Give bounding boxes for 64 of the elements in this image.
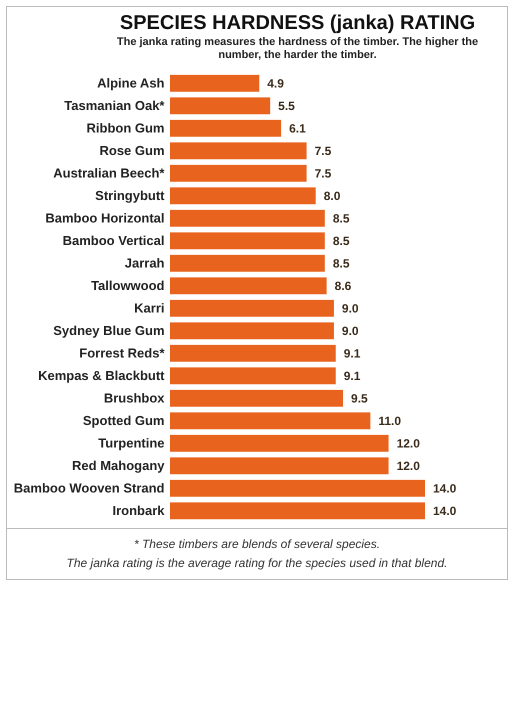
bar bbox=[170, 344, 336, 362]
bar bbox=[170, 142, 307, 160]
data-label: 12.0 bbox=[396, 436, 420, 450]
data-label: 9.0 bbox=[342, 301, 359, 316]
bar bbox=[170, 232, 325, 250]
bar bbox=[170, 97, 270, 114]
y-tick-label: Jarrah bbox=[124, 255, 165, 270]
y-tick-label: Sydney Blue Gum bbox=[53, 322, 164, 338]
bar bbox=[170, 390, 344, 407]
y-tick-label: Ribbon Gum bbox=[86, 120, 164, 136]
data-label: 12.0 bbox=[396, 458, 420, 473]
bar bbox=[170, 480, 425, 497]
bar bbox=[170, 412, 370, 430]
data-label: 11.0 bbox=[378, 414, 402, 428]
bar bbox=[170, 457, 389, 474]
data-label: 9.1 bbox=[344, 346, 361, 360]
data-label: 6.1 bbox=[289, 121, 306, 136]
y-tick-label: Karri bbox=[134, 300, 164, 316]
bar bbox=[170, 164, 307, 182]
data-label: 5.5 bbox=[278, 98, 296, 113]
data-label: 8.5 bbox=[332, 234, 350, 248]
bar bbox=[170, 434, 389, 452]
y-tick-label: Rose Gum bbox=[99, 142, 164, 158]
data-label: 9.0 bbox=[342, 324, 359, 338]
y-tick-label: Spotted Gum bbox=[82, 412, 164, 428]
data-label: 9.1 bbox=[344, 368, 361, 383]
bar bbox=[170, 502, 425, 520]
bar bbox=[170, 367, 336, 384]
data-label: 8.6 bbox=[334, 278, 352, 293]
chart-subtitle: The janka rating measures the hardness of the timber. The higher the number, the harder the timber. bbox=[116, 36, 478, 61]
y-tick-label: Alpine Ash bbox=[97, 75, 165, 90]
bar bbox=[170, 210, 325, 227]
bar bbox=[170, 187, 316, 204]
data-label: 4.9 bbox=[267, 76, 284, 90]
y-tick-label: Red Mahogany bbox=[72, 458, 166, 473]
y-tick-label: Australian Beech* bbox=[53, 165, 166, 180]
text: * These timbers are blends of several species. bbox=[132, 536, 382, 553]
data-label: 7.5 bbox=[314, 166, 332, 180]
data-label: 8.5 bbox=[332, 256, 350, 270]
y-tick-label: Tallowwood bbox=[91, 278, 165, 293]
data-label: 14.0 bbox=[433, 504, 457, 518]
data-label: 8.5 bbox=[332, 211, 350, 226]
y-tick-label: Tasmanian Oak* bbox=[64, 98, 166, 113]
text: The janka rating is the average rating for the species used in that blend. bbox=[66, 555, 448, 572]
y-tick-label: Stringybutt bbox=[95, 188, 166, 203]
y-tick-label: Kempas & Blackbutt bbox=[38, 368, 166, 383]
y-tick-label: Forrest Reds* bbox=[79, 345, 166, 360]
bar bbox=[170, 74, 260, 92]
data-label: 14.0 bbox=[433, 481, 457, 496]
bar bbox=[170, 300, 334, 317]
y-tick-label: Bamboo Vertical bbox=[62, 232, 164, 248]
y-tick-label: Bamboo Wooven Strand bbox=[14, 480, 165, 496]
y-tick-label: Bamboo Horizontal bbox=[45, 210, 164, 226]
data-label: 7.5 bbox=[314, 144, 332, 158]
bar bbox=[170, 254, 325, 272]
y-tick-label: Brushbox bbox=[104, 390, 166, 406]
data-label: 9.5 bbox=[351, 391, 368, 406]
data-label: 8.0 bbox=[324, 188, 341, 203]
bar bbox=[170, 277, 327, 294]
y-tick-label: Turpentine bbox=[98, 435, 164, 450]
bar bbox=[170, 322, 334, 340]
chart-title: SPECIES HARDNESS (janka) RATING bbox=[120, 12, 476, 34]
y-tick-label: Ironbark bbox=[112, 502, 166, 518]
bar bbox=[170, 120, 282, 137]
